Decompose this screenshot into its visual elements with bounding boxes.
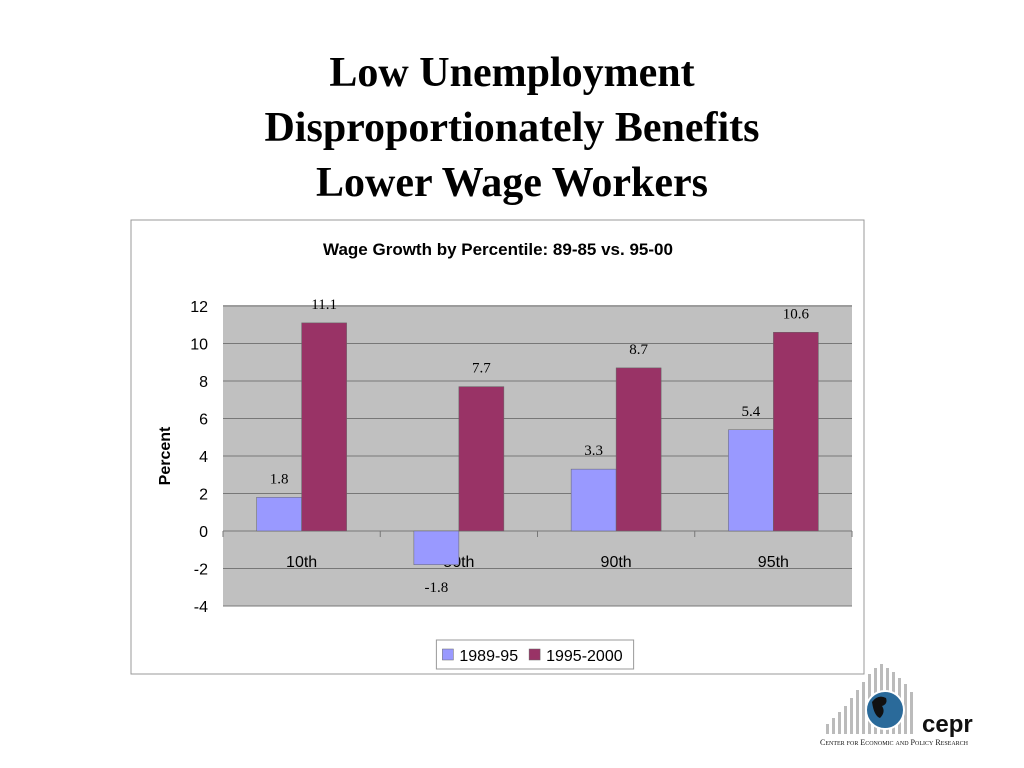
- y-tick-label: 12: [190, 299, 208, 316]
- slide-title: Lower Wage Workers: [316, 160, 708, 206]
- y-tick-label: 0: [199, 524, 208, 541]
- bar: [458, 386, 505, 532]
- logo-continent: [872, 696, 887, 718]
- y-tick-label: 10: [190, 337, 208, 354]
- data-label: 10.6: [783, 306, 810, 322]
- y-tick-label: 6: [199, 412, 208, 429]
- y-tick-label: -2: [194, 562, 208, 579]
- y-tick-label: 8: [199, 374, 208, 391]
- data-label: 3.3: [584, 443, 603, 459]
- slide-title: Disproportionately Benefits: [264, 105, 759, 151]
- y-tick-label: 2: [199, 487, 208, 504]
- y-tick-label: -4: [194, 599, 208, 616]
- bar: [413, 530, 460, 565]
- data-label: 11.1: [311, 297, 337, 313]
- bar: [301, 322, 347, 532]
- chart-title: Wage Growth by Percentile: 89-85 vs. 95-…: [323, 240, 673, 259]
- legend-label: 1989-95: [459, 648, 518, 665]
- x-tick-label: 90th: [601, 554, 632, 571]
- data-label: 8.7: [629, 342, 648, 358]
- legend-label: 1995-2000: [546, 648, 623, 665]
- bar: [570, 468, 617, 532]
- bar: [773, 332, 819, 532]
- bar: [728, 429, 774, 532]
- data-label: 7.7: [472, 361, 491, 377]
- data-label: 1.8: [270, 471, 289, 487]
- legend-swatch: [528, 648, 541, 661]
- logo: cepr Center for Economic and Policy Rese…: [820, 664, 973, 747]
- data-label: 5.4: [742, 404, 761, 420]
- logo-name: cepr: [922, 711, 973, 738]
- y-tick-label: 4: [199, 449, 208, 466]
- logo-tagline: Center for Economic and Policy Research: [820, 738, 969, 747]
- y-axis-label: Percent: [157, 426, 174, 485]
- x-tick-label: 10th: [286, 554, 317, 571]
- slide-title: Low Unemployment: [329, 50, 694, 96]
- x-tick-label: 95th: [758, 554, 789, 571]
- bar: [615, 367, 662, 532]
- bar: [256, 497, 302, 532]
- legend-swatch: [442, 648, 454, 661]
- logo-globe: [865, 690, 905, 730]
- data-label: -1.8: [425, 580, 449, 596]
